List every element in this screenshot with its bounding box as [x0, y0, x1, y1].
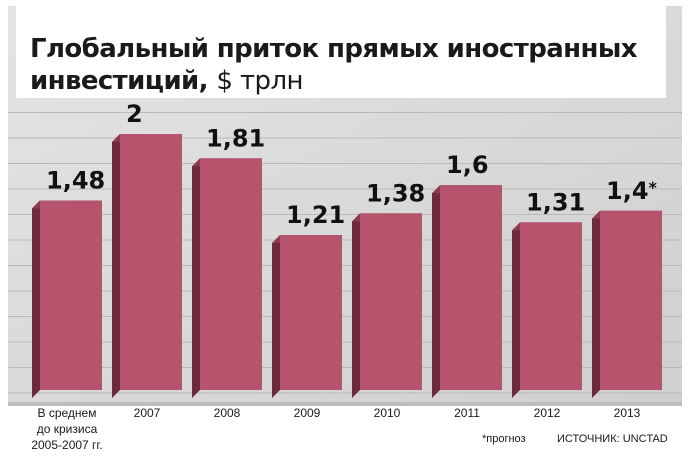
value-label-0: 1,48 [46, 167, 105, 195]
chart-title-line-2-text: инвестиций, [30, 66, 209, 96]
category-label-3: 2009 [294, 406, 321, 420]
value-label-5: 1,6 [446, 151, 489, 179]
chart-title-line-1: Глобальный приток прямых иностранных [30, 34, 638, 64]
bar-front [120, 134, 182, 390]
value-label-7: 1,4* [606, 177, 658, 205]
category-label-1: 2007 [134, 406, 161, 420]
bar-1 [112, 134, 182, 398]
chart-title-unit: $ трлн [216, 66, 303, 96]
category-label-2: 2008 [214, 406, 241, 420]
value-labels: 1,48 2 1,81 1,21 1,38 1,6 1,31 1,4* [46, 100, 658, 229]
bar-side [512, 222, 520, 398]
title-box: Глобальный приток прямых иностранных инв… [16, 6, 666, 98]
category-labels: В среднем до кризиса 2005-2007 гг. 2007 2008… [31, 406, 640, 452]
bar-front [600, 210, 662, 390]
bar-side [432, 185, 440, 398]
bar-5 [432, 185, 502, 398]
bar-front [520, 222, 582, 390]
bar-side [592, 210, 600, 398]
bar-side [352, 213, 360, 398]
bar-front [280, 235, 342, 390]
category-label-0-1: до кризиса [37, 422, 98, 436]
chart-floor-edge [8, 402, 682, 406]
bar-side [192, 158, 200, 398]
bar-side [272, 235, 280, 398]
bar-front [440, 185, 502, 390]
category-label-6: 2012 [534, 406, 561, 420]
value-label-4: 1,38 [366, 179, 425, 207]
forecast-mark: * [649, 178, 658, 197]
category-label-0-2: 2005-2007 гг. [31, 438, 102, 452]
bar-0 [32, 200, 102, 398]
category-label-4: 2010 [374, 406, 401, 420]
bar-front [360, 213, 422, 390]
category-label-7: 2013 [614, 406, 641, 420]
value-label-1: 2 [126, 100, 143, 128]
bar-front [200, 158, 262, 390]
source-note: ИСТОЧНИК: UNCTAD [557, 433, 668, 445]
value-label-2: 1,81 [206, 124, 265, 152]
value-label-6: 1,31 [526, 188, 585, 216]
bar-3 [272, 235, 342, 398]
chart-title-line-2: инвестиций, $ трлн [30, 66, 303, 96]
bar-4 [352, 213, 422, 398]
bar-side [112, 134, 120, 398]
category-label-0-0: В среднем [38, 406, 97, 420]
forecast-footnote: *прогноз [482, 433, 526, 445]
category-label-5: 2011 [454, 406, 480, 420]
bar-6 [512, 222, 582, 398]
bar-7 [592, 210, 662, 398]
bars [32, 134, 662, 398]
bar-side [32, 200, 40, 398]
bar-front [40, 200, 102, 390]
bar-2 [192, 158, 262, 398]
value-label-3: 1,21 [286, 201, 345, 229]
